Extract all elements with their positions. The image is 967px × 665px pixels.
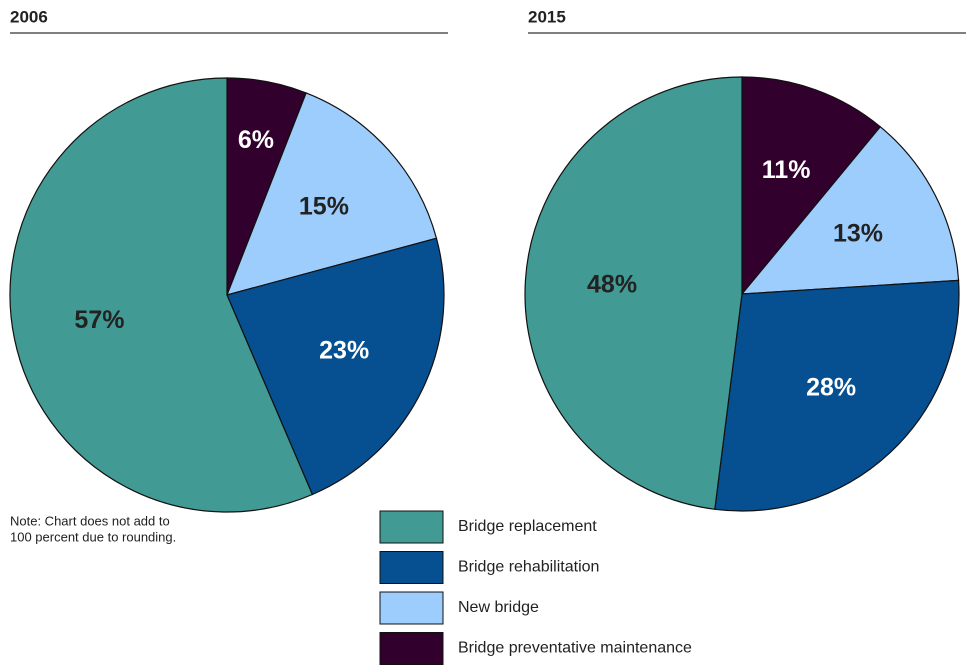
chart-title: 2015 [528, 7, 566, 26]
pie-slice [9, 77, 314, 513]
legend-swatch [379, 591, 444, 625]
value-label: 48% [587, 270, 637, 298]
pie-slice [740, 125, 960, 295]
value-label: 57% [74, 306, 124, 334]
legend-swatch [379, 551, 444, 584]
pie-slice [226, 92, 438, 296]
value-label: 13% [833, 219, 883, 247]
legend-swatch [379, 632, 444, 665]
value-label: 6% [238, 126, 274, 154]
note: Note: Chart does not add to [10, 513, 170, 528]
value-label: 28% [806, 374, 856, 402]
chart-title: 2006 [10, 7, 48, 26]
legend-swatch [379, 510, 444, 544]
legend-label: Bridge rehabilitation [458, 559, 599, 576]
value-label: 23% [319, 336, 369, 364]
legend-label: Bridge replacement [458, 518, 597, 535]
value-label: 11% [762, 156, 811, 184]
pie-slice [524, 76, 743, 510]
note: 100 percent due to rounding. [10, 529, 176, 544]
legend-label: Bridge preventative maintenance [458, 640, 692, 657]
pie-slice [741, 76, 882, 296]
value-label: 15% [299, 193, 349, 221]
legend-label: New bridge [458, 599, 539, 616]
pie-slice [714, 279, 960, 512]
pie-slice [226, 237, 445, 496]
